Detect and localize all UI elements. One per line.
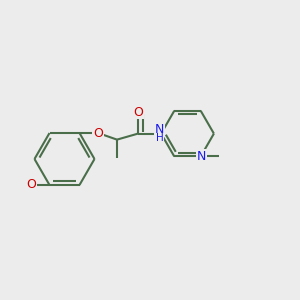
Text: H: H [156, 134, 164, 143]
Text: O: O [133, 106, 143, 118]
Text: N: N [196, 150, 206, 163]
Text: O: O [26, 178, 36, 191]
Text: O: O [93, 127, 103, 140]
Text: N: N [155, 123, 164, 136]
